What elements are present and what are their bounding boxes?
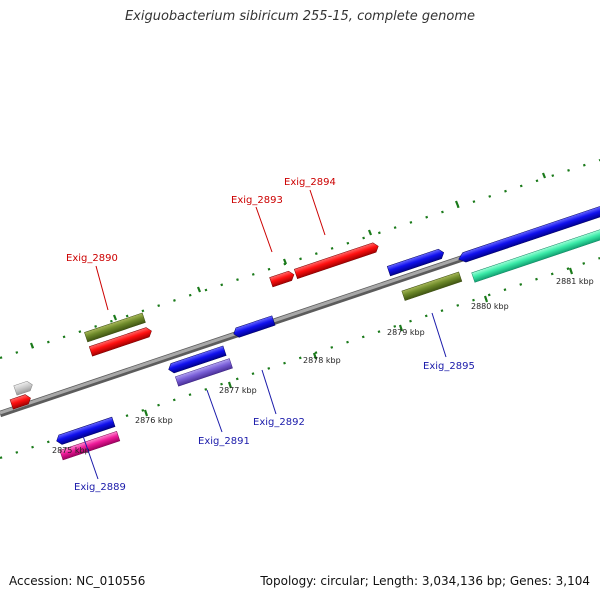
- gene-arrow-purple[interactable]: [175, 358, 233, 387]
- gene-label[interactable]: Exig_2892: [253, 417, 305, 428]
- gene-label[interactable]: Exig_2889: [74, 482, 126, 493]
- tick-label: 2881 kbp: [556, 277, 594, 286]
- accession-text: Accession: NC_010556: [9, 574, 146, 588]
- gene-arrow-blue[interactable]: [232, 315, 276, 339]
- gene-arrow-mint[interactable]: [471, 208, 600, 283]
- gene-arrow-blue[interactable]: [167, 345, 227, 374]
- gene-arrow-pink[interactable]: [59, 430, 121, 461]
- gene-arrow-blue[interactable]: [457, 187, 600, 264]
- tick-label: 2875 kbp: [52, 446, 90, 455]
- gene-arrow-blue[interactable]: [386, 248, 445, 277]
- gene-arrow-red[interactable]: [293, 241, 380, 280]
- gene-arrow-gray[interactable]: [13, 380, 34, 396]
- tick-label: 2880 kbp: [471, 302, 509, 311]
- gene-arrow-red[interactable]: [88, 326, 153, 357]
- gene-label[interactable]: Exig_2893: [231, 195, 283, 206]
- gene-label[interactable]: Exig_2894: [284, 177, 336, 188]
- gene-arrow-red[interactable]: [269, 270, 296, 288]
- gene-label[interactable]: Exig_2895: [423, 361, 475, 372]
- reverse-track-dots: [0, 256, 600, 460]
- map-title: Exiguobacterium sibiricum 255-15, comple…: [124, 9, 476, 24]
- gene-arrow-red[interactable]: [9, 393, 32, 410]
- gene-label[interactable]: Exig_2890: [66, 253, 118, 264]
- gene-arrow-olive[interactable]: [401, 271, 463, 301]
- tick-label: 2877 kbp: [219, 386, 257, 395]
- tick-label: 2876 kbp: [135, 416, 173, 425]
- gene-arrow-olive[interactable]: [84, 312, 146, 343]
- genome-summary-text: Topology: circular; Length: 3,034,136 bp…: [260, 574, 590, 588]
- label-leader-lines: [82, 189, 447, 480]
- tick-label: 2879 kbp: [387, 328, 425, 337]
- forward-major-ticks: [29, 172, 547, 349]
- gene-arrow-blue[interactable]: [55, 416, 116, 446]
- tick-label: 2878 kbp: [303, 356, 341, 365]
- forward-track-dots: [0, 158, 600, 360]
- gene-label[interactable]: Exig_2891: [198, 436, 250, 447]
